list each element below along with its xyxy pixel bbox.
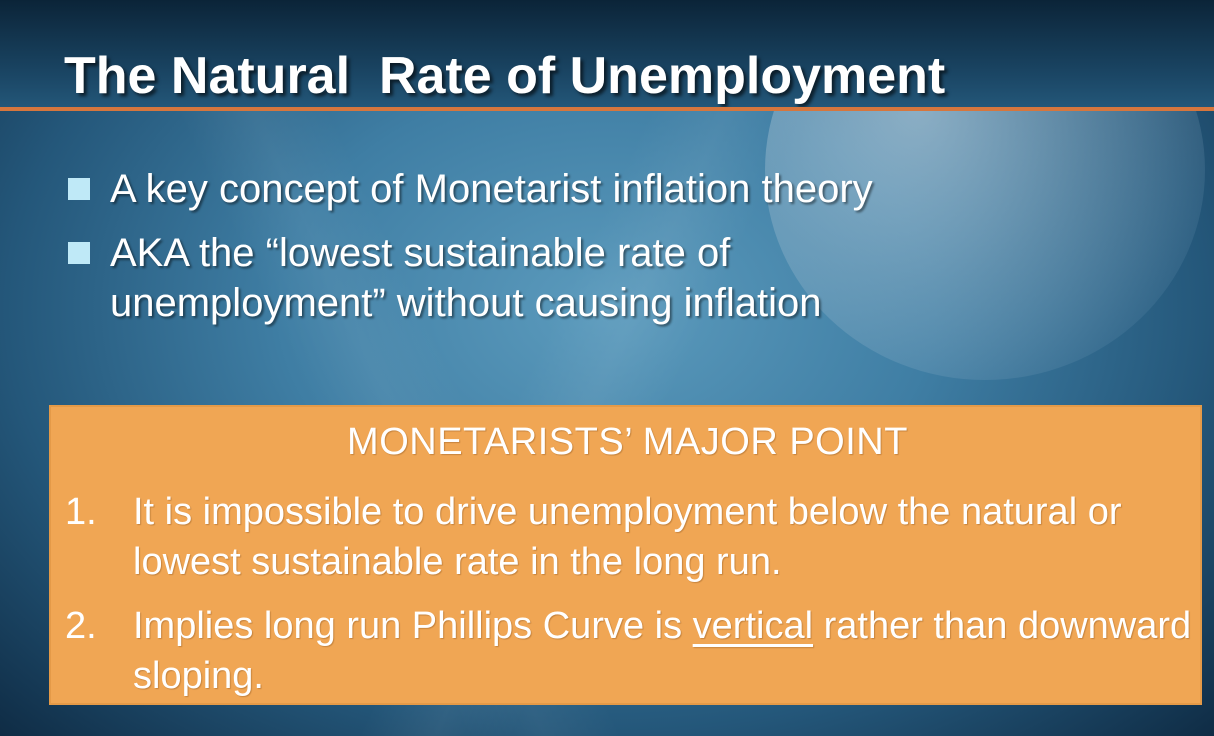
numbered-list: 1. It is impossible to drive unemploymen… (65, 487, 1195, 715)
square-bullet-icon (68, 242, 90, 264)
underlined-word: vertical (692, 605, 814, 647)
numbered-item: 2. Implies long run Phillips Curve is ve… (65, 601, 1195, 701)
item-number: 2. (65, 605, 97, 647)
numbered-item: 1. It is impossible to drive unemploymen… (65, 487, 1195, 587)
slide-title: The Natural Rate of Unemployment (64, 47, 946, 105)
bullet-item: AKA the “lowest sustainable rate of unem… (68, 228, 1188, 328)
item-text: Implies long run Phillips Curve is verti… (133, 601, 1195, 701)
monetarists-point-box: MONETARISTS’ MAJOR POINT 1. It is imposs… (49, 405, 1202, 705)
item-text: It is impossible to drive unemployment b… (133, 491, 1122, 583)
title-band (0, 0, 1214, 110)
bullet-list: A key concept of Monetarist inflation th… (68, 164, 1188, 342)
item-text-after: rather than downward sloping. (133, 605, 1192, 697)
bullet-text: AKA the “lowest sustainable rate of unem… (110, 231, 822, 325)
item-text-before: Implies long run Phillips Curve is (133, 605, 693, 647)
title-divider (0, 107, 1214, 111)
bullet-item: A key concept of Monetarist inflation th… (68, 164, 1188, 214)
item-number: 1. (65, 491, 97, 533)
box-heading: MONETARISTS’ MAJOR POINT (347, 421, 908, 463)
bullet-text: A key concept of Monetarist inflation th… (110, 167, 873, 211)
square-bullet-icon (68, 178, 90, 200)
